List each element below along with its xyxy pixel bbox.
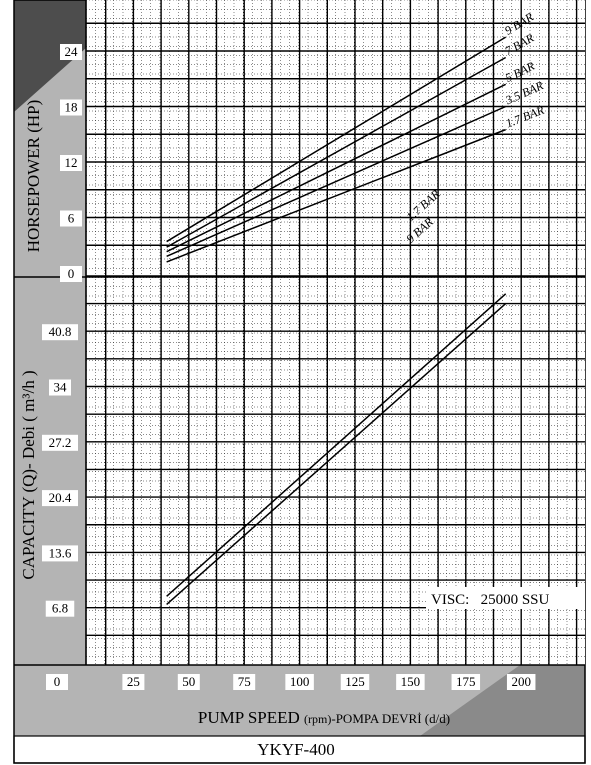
x-axis-title-main: PUMP SPEED — [198, 708, 304, 727]
tick-label-box — [396, 674, 425, 690]
capacity-tick-label: 40.8 — [49, 324, 72, 339]
x-tick-label: 0 — [54, 674, 61, 689]
capacity-axis-title: CAPACITY (Q)- Debi ( m³/h ) — [19, 370, 38, 579]
tick-label-box — [60, 44, 82, 60]
tick-label-box — [60, 210, 82, 227]
capacity-tick-label: 34 — [54, 380, 68, 395]
horsepower-axis-title: HORSEPOWER (HP) — [24, 100, 43, 253]
hp-curve-5-bar — [166, 83, 507, 253]
bottom-shade — [420, 665, 585, 736]
x-tick-label: 100 — [290, 674, 310, 689]
tick-label-box — [60, 155, 82, 171]
x-tick-label: 50 — [182, 674, 195, 689]
model-title: YKYF-400 — [257, 740, 334, 759]
x-tick-label: 150 — [401, 674, 421, 689]
x-tick-label: 200 — [511, 674, 531, 689]
capacity-curve-9-bar — [166, 302, 507, 606]
tick-label-box — [42, 324, 78, 341]
x-axis-title: PUMP SPEED (rpm)-POMPA DEVRİ (d/d) — [198, 708, 450, 727]
tick-label-box — [340, 674, 370, 690]
hp-tick-label: 24 — [65, 44, 79, 59]
capacity-tick-label: 6.8 — [52, 601, 68, 616]
tick-label-box — [233, 674, 256, 690]
hp-curve-9-bar — [166, 36, 507, 243]
tick-label-box — [122, 674, 145, 690]
tick-label-box — [45, 600, 75, 617]
capacity-tick-label: 27.2 — [49, 435, 72, 450]
hp-tick-label: 6 — [68, 211, 75, 226]
capacity-tick-label: 20.4 — [49, 490, 72, 505]
tick-label-box — [49, 379, 71, 396]
tick-label-box — [42, 545, 78, 562]
x-tick-label: 175 — [456, 674, 476, 689]
tick-label-box — [285, 674, 314, 690]
tick-label-box — [42, 434, 78, 451]
hp-tick-label: 12 — [65, 155, 78, 170]
x-axis-title-rest: -POMPA DEVRİ (d/d) — [331, 711, 450, 726]
tick-label-box — [451, 674, 481, 690]
hp-curve-3-5-bar — [166, 105, 506, 258]
tick-label-box — [46, 674, 68, 690]
hp-tick-label: 0 — [68, 266, 75, 281]
tick-label-box — [60, 99, 82, 116]
tick-label-box — [506, 674, 536, 690]
corner-shade — [14, 0, 86, 112]
capacity-curve-1-7-bar — [166, 293, 507, 597]
x-tick-label: 125 — [345, 674, 365, 689]
tick-label-box — [60, 266, 82, 282]
x-axis-title-unit: (rpm) — [304, 712, 331, 726]
plot-grid: 0 6 12 18 24 6.8 13.6 20.4 27.2 34 40.8 0 25 50 75 100 1… — [14, 0, 585, 690]
capacity-tick-label: 13.6 — [49, 545, 72, 560]
tick-label-box — [177, 674, 200, 690]
tick-label-box — [42, 490, 78, 507]
hp-tick-label: 18 — [65, 100, 78, 115]
x-tick-label: 75 — [238, 674, 251, 689]
hp-curve-7-bar — [166, 56, 507, 248]
hp-curve-1-7-bar — [166, 128, 506, 263]
visc-annotation: VISC: 25000 SSU — [431, 592, 550, 608]
footer-box — [13, 735, 586, 764]
visc-annotation-box — [426, 587, 585, 609]
x-tick-label: 25 — [127, 674, 140, 689]
